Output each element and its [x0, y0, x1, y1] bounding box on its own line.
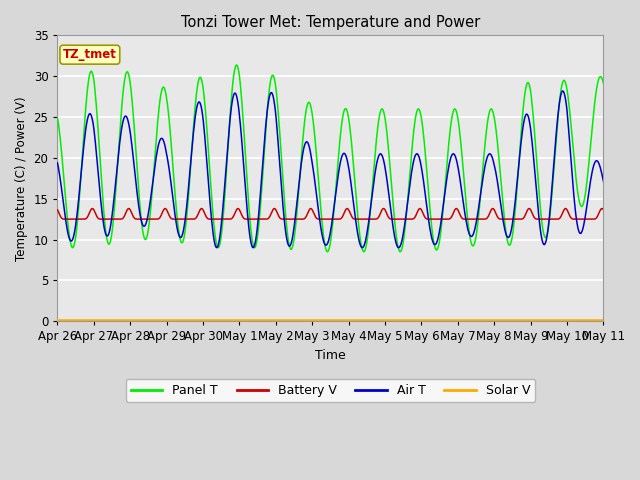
Solar V	[413, 317, 420, 323]
Solar V	[175, 317, 183, 323]
Line: Panel T: Panel T	[58, 65, 604, 252]
Panel T	[414, 106, 422, 112]
Battery V	[205, 216, 212, 222]
Text: TZ_tmet: TZ_tmet	[63, 48, 116, 61]
Battery V	[413, 209, 421, 215]
Battery V	[61, 216, 69, 222]
Panel T	[396, 249, 404, 254]
Battery V	[598, 205, 605, 211]
Panel T	[398, 245, 406, 251]
Line: Battery V: Battery V	[58, 208, 604, 219]
Air T	[600, 179, 607, 184]
Battery V	[64, 216, 72, 222]
Panel T	[175, 230, 183, 236]
Line: Air T: Air T	[58, 91, 604, 248]
Air T	[175, 232, 183, 238]
Title: Tonzi Tower Met: Temperature and Power: Tonzi Tower Met: Temperature and Power	[181, 15, 480, 30]
Air T	[213, 245, 221, 251]
Battery V	[600, 207, 607, 213]
Air T	[54, 160, 61, 166]
Air T	[413, 151, 421, 157]
Panel T	[54, 115, 61, 121]
X-axis label: Time: Time	[315, 349, 346, 362]
Air T	[120, 117, 127, 122]
Air T	[204, 172, 212, 178]
Battery V	[176, 216, 184, 222]
Legend: Panel T, Battery V, Air T, Solar V: Panel T, Battery V, Air T, Solar V	[126, 379, 535, 402]
Battery V	[397, 216, 405, 222]
Panel T	[204, 139, 212, 144]
Solar V	[600, 317, 607, 323]
Panel T	[63, 216, 71, 221]
Battery V	[54, 207, 61, 213]
Panel T	[600, 81, 607, 86]
Battery V	[120, 214, 128, 219]
Air T	[397, 240, 405, 245]
Solar V	[120, 317, 127, 323]
Solar V	[397, 317, 404, 323]
Air T	[559, 88, 566, 94]
Solar V	[63, 317, 71, 323]
Panel T	[120, 85, 127, 91]
Solar V	[54, 317, 61, 323]
Air T	[63, 228, 71, 233]
Panel T	[233, 62, 241, 68]
Y-axis label: Temperature (C) / Power (V): Temperature (C) / Power (V)	[15, 96, 28, 261]
Solar V	[204, 317, 212, 323]
